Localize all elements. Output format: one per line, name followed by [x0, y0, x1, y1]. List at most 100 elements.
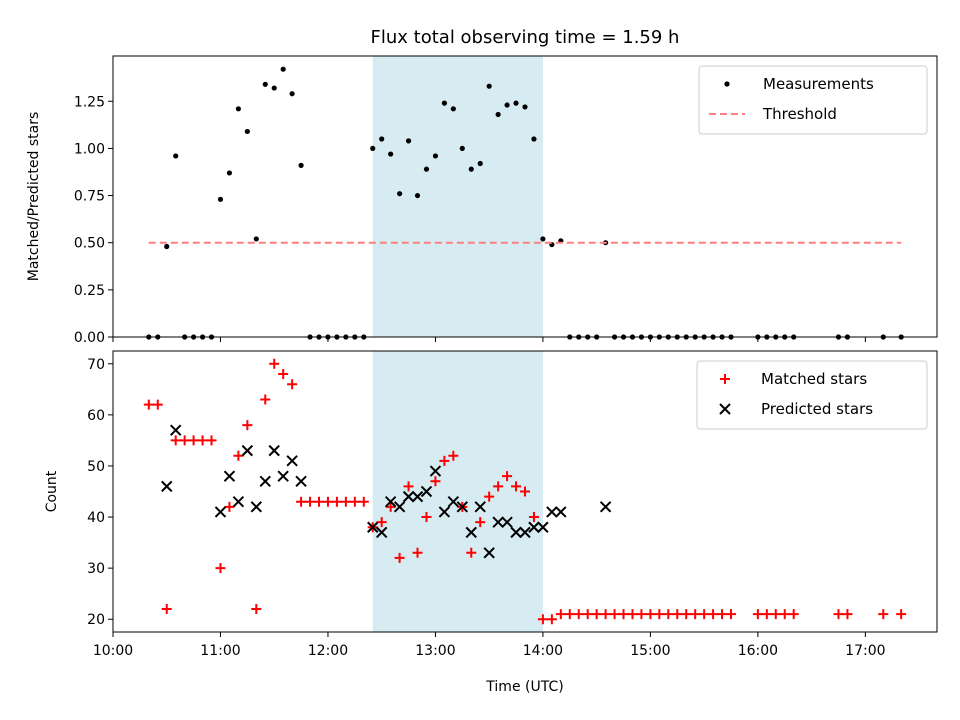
matched-star-point	[591, 609, 602, 620]
matched-star-point	[170, 435, 181, 446]
y-tick-label: 1.00	[74, 141, 105, 157]
predicted-star-point	[277, 470, 289, 482]
predicted-star-point	[465, 526, 477, 539]
measurement-point	[450, 106, 456, 112]
predicted-star-point	[474, 501, 486, 513]
matched-star-point	[278, 368, 289, 379]
chart-title: Flux total observing time = 1.59 h	[371, 27, 680, 48]
legend-label: Matched stars	[761, 370, 867, 388]
matched-star-point	[287, 379, 298, 390]
predicted-star-point	[456, 501, 469, 513]
measurement-point	[289, 91, 295, 97]
matched-star-point	[609, 609, 620, 620]
matched-star-point	[770, 609, 781, 620]
predicted-star-point	[250, 501, 263, 513]
matched-star-point	[403, 481, 414, 492]
bottom-panel: 20 30 40 50 60 70 10:00 11:00 12:00 13:00 14:00 15…	[44, 350, 938, 695]
matched-star-point	[260, 394, 271, 405]
measurement-point	[468, 166, 474, 172]
matched-star-point	[564, 609, 575, 620]
legend-label: Predicted stars	[761, 400, 873, 418]
matched-star-point	[475, 517, 486, 528]
bottom-legend: Matched stars Predicted stars	[696, 360, 928, 430]
measurement-point	[459, 145, 465, 152]
predicted-star-point	[528, 521, 540, 533]
measurement-point	[477, 160, 483, 167]
matched-star-point	[412, 547, 423, 558]
matched-star-point	[546, 614, 557, 625]
matched-star-point	[627, 609, 638, 620]
matched-star-point	[752, 609, 763, 620]
matched-star-point	[636, 609, 647, 620]
measurement-point	[244, 128, 250, 135]
y-tick-label: 70	[87, 357, 105, 373]
predicted-star-point	[268, 444, 280, 457]
matched-star-point	[206, 435, 217, 446]
top-legend: Measurements Threshold	[698, 65, 928, 135]
matched-star-point	[430, 476, 441, 487]
matched-star-point	[314, 496, 324, 507]
measurement-point	[513, 100, 519, 106]
matched-star-point	[358, 496, 369, 507]
matched-star-point	[331, 496, 342, 507]
matched-star-point	[152, 399, 163, 410]
matched-star-point	[645, 609, 656, 620]
top-panel: 0.00 0.25 0.50 0.75 1.00 1.25 Flux total obse…	[26, 27, 938, 346]
bottom-series-layer	[143, 358, 907, 625]
matched-star-point	[761, 609, 772, 620]
predicted-star-point	[384, 496, 397, 508]
bottom-y-axis-ticks: 20 30 40 50 60 70	[87, 357, 113, 628]
measurement-point	[217, 196, 224, 202]
predicted-star-point	[546, 506, 558, 518]
measurement-point	[235, 106, 241, 112]
y-tick-label: 60	[87, 408, 105, 424]
measurement-point	[253, 236, 259, 242]
measurement-point	[522, 104, 528, 110]
matched-star-point	[385, 501, 396, 512]
matched-star-point	[878, 609, 889, 620]
x-axis-label: Time (UTC)	[485, 679, 563, 695]
measurement-point	[423, 166, 430, 172]
legend-marker	[720, 374, 730, 384]
x-tick-label: 11:00	[200, 643, 240, 659]
predicted-star-point	[241, 444, 254, 457]
measurement-point	[495, 111, 501, 118]
y-tick-label: 0.00	[74, 330, 105, 346]
bottom-axes-frame	[112, 350, 938, 633]
predicted-star-point	[367, 521, 379, 533]
matched-star-point	[600, 609, 611, 620]
matched-star-point	[251, 604, 262, 615]
predicted-star-point	[411, 490, 424, 503]
matched-star-point	[296, 496, 307, 507]
matched-star-point	[681, 609, 692, 620]
predicted-star-point	[519, 526, 531, 539]
x-tick-label: 12:00	[308, 643, 348, 659]
bottom-x-axis-ticks: 10:00 11:00 12:00 13:00 14:00 15:00 16:00 17:00	[93, 632, 886, 659]
measurement-point	[280, 66, 286, 72]
y-tick-label: 50	[87, 459, 105, 475]
y-tick-label: 40	[87, 510, 105, 526]
matched-star-point	[654, 609, 665, 620]
x-tick-label: 10:00	[93, 643, 133, 659]
x-tick-label: 13:00	[415, 643, 455, 659]
top-y-axis-ticks: 0.00 0.25 0.50 0.75 1.00 1.25	[74, 94, 113, 346]
x-tick-label: 15:00	[630, 643, 670, 659]
matched-star-point	[143, 399, 154, 410]
matched-star-point	[376, 517, 387, 528]
matched-star-point	[493, 481, 504, 492]
matched-star-point	[188, 435, 199, 446]
matched-star-point	[349, 496, 360, 507]
measurement-point	[441, 100, 447, 106]
matched-star-point	[842, 609, 853, 620]
measurement-point	[397, 191, 403, 197]
matched-star-point	[340, 496, 351, 507]
predicted-star-point	[438, 506, 451, 518]
matched-star-point	[555, 609, 566, 620]
legend-label: Threshold	[762, 105, 837, 123]
predicted-star-point	[286, 455, 298, 467]
matched-star-point	[242, 420, 253, 431]
predicted-star-point	[375, 526, 388, 539]
measurement-point	[414, 192, 421, 199]
predicted-star-point	[232, 496, 245, 508]
predicted-star-point	[161, 480, 173, 493]
